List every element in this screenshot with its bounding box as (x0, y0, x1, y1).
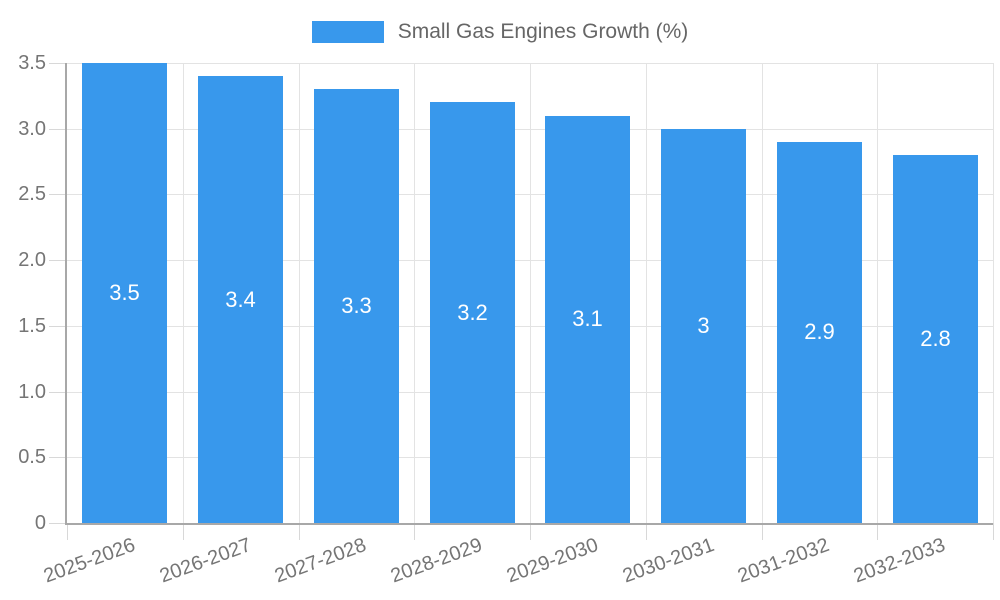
bar-value-label: 3.3 (341, 293, 372, 318)
y-tick-mark (49, 326, 67, 327)
y-tick-label: 1.0 (18, 381, 46, 403)
bar[interactable] (314, 89, 399, 523)
x-tick-mark (993, 523, 994, 540)
x-tick-label: 2031-2032 (735, 534, 833, 588)
x-tick-label: 2032-2033 (851, 534, 949, 588)
x-tick-label: 2026-2027 (157, 534, 255, 588)
y-tick-mark (49, 129, 67, 130)
bar[interactable] (893, 155, 978, 523)
x-gridline (414, 63, 415, 523)
x-tick-label: 2030-2031 (620, 534, 718, 588)
y-tick-mark (49, 260, 67, 261)
bar-value-label: 3.1 (572, 306, 603, 331)
y-tick-label: 0.5 (18, 446, 46, 468)
y-tick-label: 2.0 (18, 249, 46, 271)
bar-value-label: 3.4 (225, 287, 256, 312)
bar[interactable] (82, 63, 167, 523)
x-tick-mark (646, 523, 647, 540)
bar-value-label: 2.9 (804, 319, 835, 344)
y-tick-mark (49, 194, 67, 195)
y-tick-label: 1.5 (18, 315, 46, 337)
bar-value-label: 3.5 (109, 280, 140, 305)
x-gridline (646, 63, 647, 523)
x-gridline (183, 63, 184, 523)
bar-value-label: 3.2 (457, 300, 488, 325)
y-tick-mark (49, 392, 67, 393)
x-gridline (993, 63, 994, 523)
x-tick-mark (299, 523, 300, 540)
x-tick-label: 2028-2029 (388, 534, 486, 588)
legend-swatch (311, 21, 384, 43)
bar[interactable] (198, 76, 283, 523)
bar-value-label: 3 (697, 313, 710, 338)
bar[interactable] (545, 116, 630, 523)
x-gridline (762, 63, 763, 523)
y-tick-mark (49, 457, 67, 458)
y-tick-mark (49, 523, 67, 524)
x-tick-mark (414, 523, 415, 540)
x-tick-mark (183, 523, 184, 540)
y-tick-label: 3.0 (18, 118, 46, 140)
y-tick-mark (49, 63, 67, 64)
y-tick-label: 2.5 (18, 183, 46, 205)
y-tick-label: 0 (34, 512, 46, 534)
y-axis-line (65, 63, 67, 523)
x-tick-mark (67, 523, 68, 540)
bar[interactable] (661, 129, 746, 523)
x-tick-label: 2027-2028 (272, 534, 370, 588)
x-tick-label: 2029-2030 (504, 534, 602, 588)
x-tick-label: 2025-2026 (41, 534, 139, 588)
x-gridline (877, 63, 878, 523)
x-gridline (530, 63, 531, 523)
x-tick-mark (762, 523, 763, 540)
bar-value-label: 2.8 (920, 326, 951, 351)
x-axis-line (65, 523, 993, 525)
x-tick-mark (530, 523, 531, 540)
y-tick-label: 3.5 (18, 52, 46, 74)
bar[interactable] (430, 102, 515, 523)
legend[interactable]: Small Gas Engines Growth (%) (0, 20, 1000, 44)
legend-label: Small Gas Engines Growth (%) (397, 20, 689, 43)
x-tick-mark (877, 523, 878, 540)
x-gridline (299, 63, 300, 523)
bar[interactable] (777, 142, 862, 523)
